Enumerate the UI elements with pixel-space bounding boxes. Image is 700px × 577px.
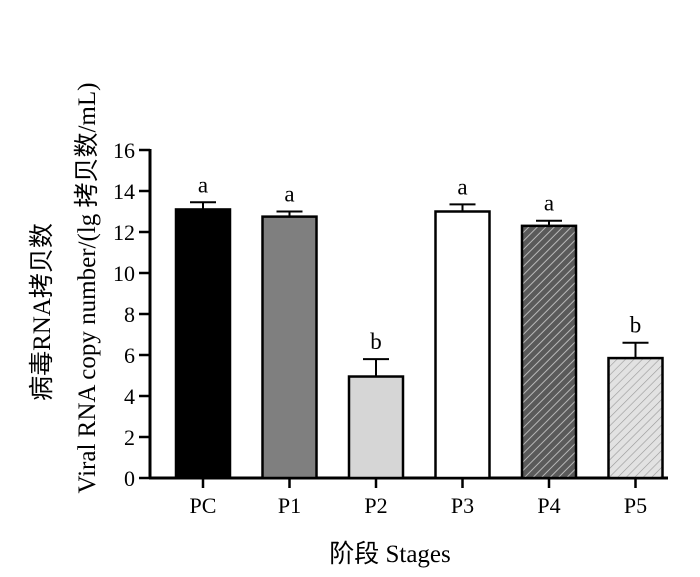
bar-p4 <box>520 224 578 480</box>
bar-p3 <box>434 210 491 480</box>
y-tick-label: 12 <box>113 220 135 245</box>
x-axis-title: 阶段 Stages <box>329 540 451 568</box>
x-tick-label-p1: P1 <box>278 493 301 518</box>
y-tick-label: 10 <box>113 261 135 286</box>
x-tick-label-p2: P2 <box>364 493 387 518</box>
bar-p2 <box>347 375 405 480</box>
x-tick-label-p4: P4 <box>537 493 560 518</box>
y-tick-label: 8 <box>124 302 135 327</box>
significance-label-pc: a <box>198 172 208 197</box>
significance-label-p3: a <box>457 174 467 199</box>
bar-pc <box>174 208 232 480</box>
significance-label-p5: b <box>630 313 642 338</box>
y-axis-title-line1: 病毒RNA拷贝数 <box>28 223 56 401</box>
bar-p1 <box>261 215 318 480</box>
y-tick-label: 14 <box>113 179 135 204</box>
x-tick-label-pc: PC <box>190 493 217 518</box>
x-tick-label-p5: P5 <box>624 493 647 518</box>
significance-label-p1: a <box>284 182 294 207</box>
y-tick-label: 16 <box>113 138 135 163</box>
y-tick-label: 6 <box>124 343 135 368</box>
y-tick-label: 0 <box>124 466 135 491</box>
y-axis: 0 2 4 6 8 10 12 14 16 <box>113 138 152 491</box>
y-tick-label: 4 <box>124 384 135 409</box>
bar-p5 <box>607 356 664 480</box>
significance-label-p2: b <box>370 329 382 354</box>
x-axis: PC P1 P2 P3 P4 P5 <box>149 476 668 518</box>
bars: a a b a a b <box>174 172 664 480</box>
x-tick-label-p3: P3 <box>451 493 474 518</box>
y-axis-title-line2: Viral RNA copy number/(lg 拷贝数/mL) <box>73 83 101 494</box>
significance-label-p4: a <box>544 191 554 216</box>
y-tick-label: 2 <box>124 425 135 450</box>
